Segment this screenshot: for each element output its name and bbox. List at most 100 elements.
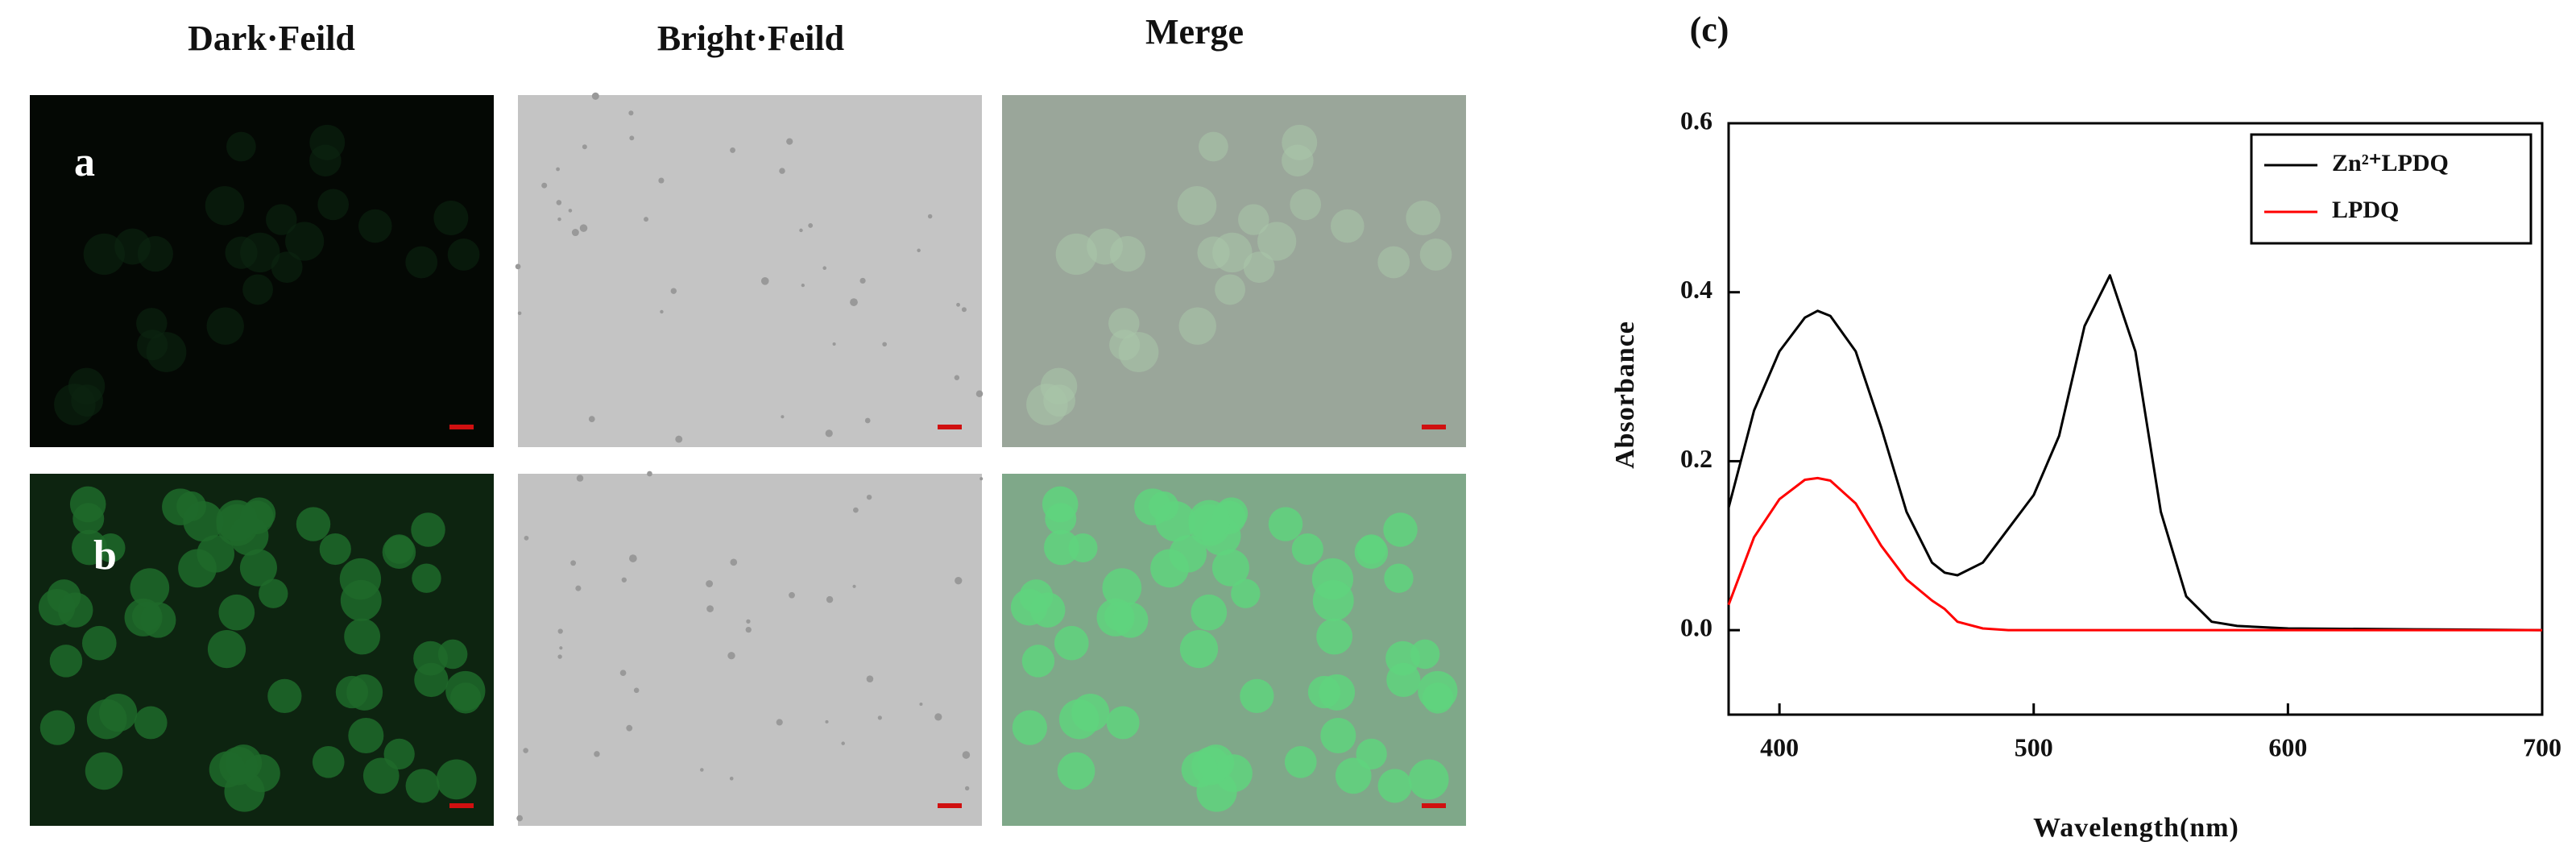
speck — [576, 475, 584, 482]
scale-bar — [1422, 425, 1446, 429]
speck — [781, 415, 785, 419]
speck — [633, 687, 640, 694]
speck — [670, 288, 677, 294]
speck — [517, 311, 522, 316]
cell — [1307, 675, 1341, 709]
speck — [866, 494, 872, 500]
cell — [382, 535, 416, 570]
cell — [226, 131, 256, 162]
speck — [557, 217, 561, 222]
speck — [832, 342, 836, 346]
cell — [271, 251, 303, 284]
cell — [1043, 384, 1076, 417]
cell — [1408, 759, 1449, 800]
cell — [1384, 563, 1414, 593]
series-line — [1727, 274, 2543, 632]
cell — [242, 274, 273, 305]
cell — [1284, 745, 1317, 778]
speck — [557, 654, 562, 659]
speck — [825, 719, 829, 724]
cell — [1177, 185, 1217, 226]
cell — [1199, 131, 1228, 162]
cell — [49, 645, 83, 678]
cell — [176, 491, 207, 521]
speck — [571, 229, 579, 237]
speck — [647, 471, 652, 477]
speck — [799, 228, 803, 233]
speck — [579, 224, 588, 232]
speck — [727, 652, 735, 660]
micrograph — [518, 474, 982, 826]
speck — [568, 209, 573, 213]
cell — [267, 678, 302, 714]
speck — [675, 435, 683, 443]
cell — [1057, 752, 1095, 790]
speck — [962, 751, 971, 759]
cell — [205, 185, 245, 226]
cell — [1419, 238, 1452, 271]
speck — [789, 591, 795, 599]
speck — [779, 168, 785, 174]
y-tick-label: 0.6 — [1680, 106, 1713, 135]
row-label: b — [93, 533, 117, 578]
cell — [1383, 512, 1418, 547]
cell — [1044, 529, 1079, 566]
speck — [850, 298, 858, 306]
speck — [877, 715, 882, 720]
scale-bar — [449, 425, 474, 429]
speck — [934, 713, 942, 721]
cell — [114, 228, 151, 265]
column-title: Bright·Feild — [657, 19, 844, 58]
row-label: a — [74, 139, 95, 185]
speck — [541, 182, 548, 189]
cell — [1335, 757, 1372, 794]
cell — [206, 307, 244, 345]
y-tick-label: 0.4 — [1680, 275, 1713, 304]
cell — [1055, 233, 1097, 276]
cell — [1312, 579, 1354, 621]
speck — [956, 302, 960, 307]
cell — [39, 710, 75, 745]
cell — [319, 533, 351, 566]
cell — [317, 189, 350, 221]
cell — [1054, 625, 1089, 661]
cell — [1377, 246, 1410, 279]
speck — [729, 776, 734, 781]
speck — [853, 507, 859, 513]
speck — [919, 702, 923, 707]
speck — [852, 584, 856, 588]
cell — [1231, 578, 1261, 608]
speck — [516, 815, 524, 822]
cell — [1282, 144, 1314, 177]
speck — [591, 92, 599, 100]
cell — [1108, 308, 1140, 339]
speck — [826, 595, 834, 603]
cell — [207, 629, 246, 669]
speck — [730, 147, 735, 153]
cell — [348, 717, 384, 753]
cell — [1422, 682, 1454, 714]
speck — [575, 585, 582, 591]
speck — [746, 619, 751, 624]
x-tick-label: 700 — [2523, 732, 2562, 761]
legend-label: Zn²⁺LPDQ — [2332, 150, 2449, 176]
cell — [362, 757, 400, 794]
cell — [1181, 751, 1218, 788]
cell — [146, 332, 187, 372]
cell — [72, 503, 105, 535]
cell — [1150, 549, 1189, 588]
cell — [1106, 706, 1140, 740]
plot-frame — [1727, 122, 2544, 716]
cell — [178, 549, 217, 588]
cell — [71, 384, 104, 417]
y-axis-label: Absorbance — [1610, 321, 1640, 469]
cell — [296, 507, 331, 541]
speck — [954, 375, 960, 380]
cell — [134, 706, 168, 740]
speck — [582, 144, 587, 150]
cell — [218, 594, 255, 631]
cell — [437, 639, 468, 670]
cell — [136, 308, 168, 339]
speck — [961, 307, 967, 313]
